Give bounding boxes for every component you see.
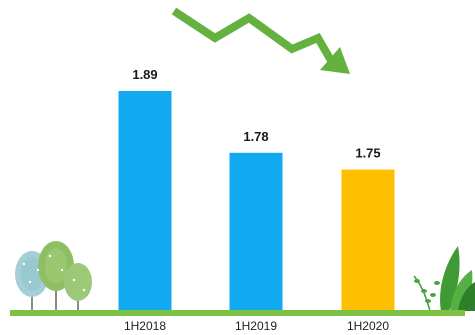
value-label-1H2019: 1.78 [243, 129, 268, 144]
ground-line [10, 310, 465, 316]
category-label-1H2018: 1H2018 [124, 319, 166, 333]
trees-illustration [15, 241, 92, 311]
plants-illustration [413, 246, 475, 312]
bar-1H2020 [341, 169, 395, 310]
bar-1H2019 [229, 152, 283, 310]
value-label-1H2020: 1.75 [355, 146, 380, 161]
category-label-1H2020: 1H2020 [347, 319, 389, 333]
bar-1H2018 [118, 91, 172, 310]
value-label-1H2018: 1.89 [132, 67, 157, 82]
category-label-1H2019: 1H2019 [235, 319, 277, 333]
downward-trend-arrow-icon [171, 7, 350, 74]
bars-layer: 1.89 1H2018 1.78 1H2019 1.75 1H2020 [118, 67, 395, 333]
